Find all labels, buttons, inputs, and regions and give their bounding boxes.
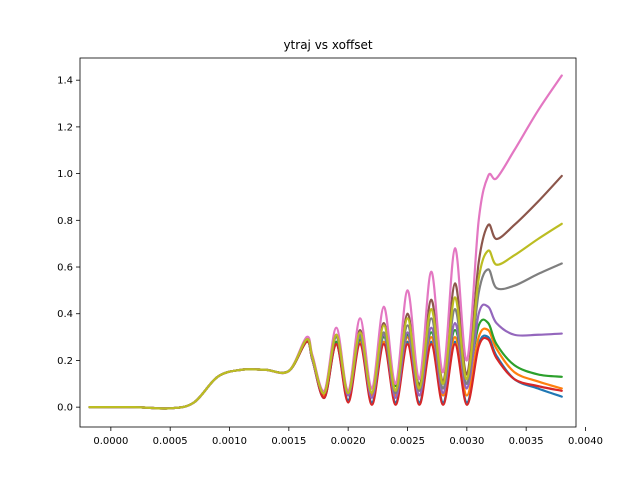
y-tick-label: 1.4	[57, 76, 73, 87]
x-tick-label: 0.0040	[568, 436, 603, 447]
x-tick-label: 0.0015	[271, 436, 306, 447]
y-tick-label: 0.8	[57, 216, 73, 227]
x-axis: 0.0000 0.0005 0.0010 0.0015 0.0020 0.0025 0.00…	[93, 427, 603, 447]
x-tick-label: 0.0025	[390, 436, 425, 447]
y-tick-label: 0.6	[57, 263, 73, 274]
y-tick-label: 0.2	[57, 356, 73, 367]
x-tick-label: 0.0030	[449, 436, 484, 447]
series-line-9	[88, 222, 563, 410]
y-tick-label: 0.0	[57, 403, 73, 414]
x-tick-label: 0.0020	[331, 436, 366, 447]
plot-frame	[79, 57, 577, 428]
y-tick-label: 1.0	[57, 169, 73, 180]
y-tick-label: 0.4	[57, 309, 73, 320]
x-tick-label: 0.0005	[153, 436, 188, 447]
chart-title: ytraj vs xoffset	[283, 38, 372, 52]
series-layer	[88, 74, 563, 410]
x-tick-label: 0.0010	[212, 436, 247, 447]
x-tick-label: 0.0035	[509, 436, 544, 447]
y-tick-label: 1.2	[57, 122, 73, 133]
y-axis: 0.0 0.2 0.4 0.6 0.8 1.0 1.2 1.4	[57, 76, 80, 414]
x-tick-label: 0.0000	[93, 436, 128, 447]
